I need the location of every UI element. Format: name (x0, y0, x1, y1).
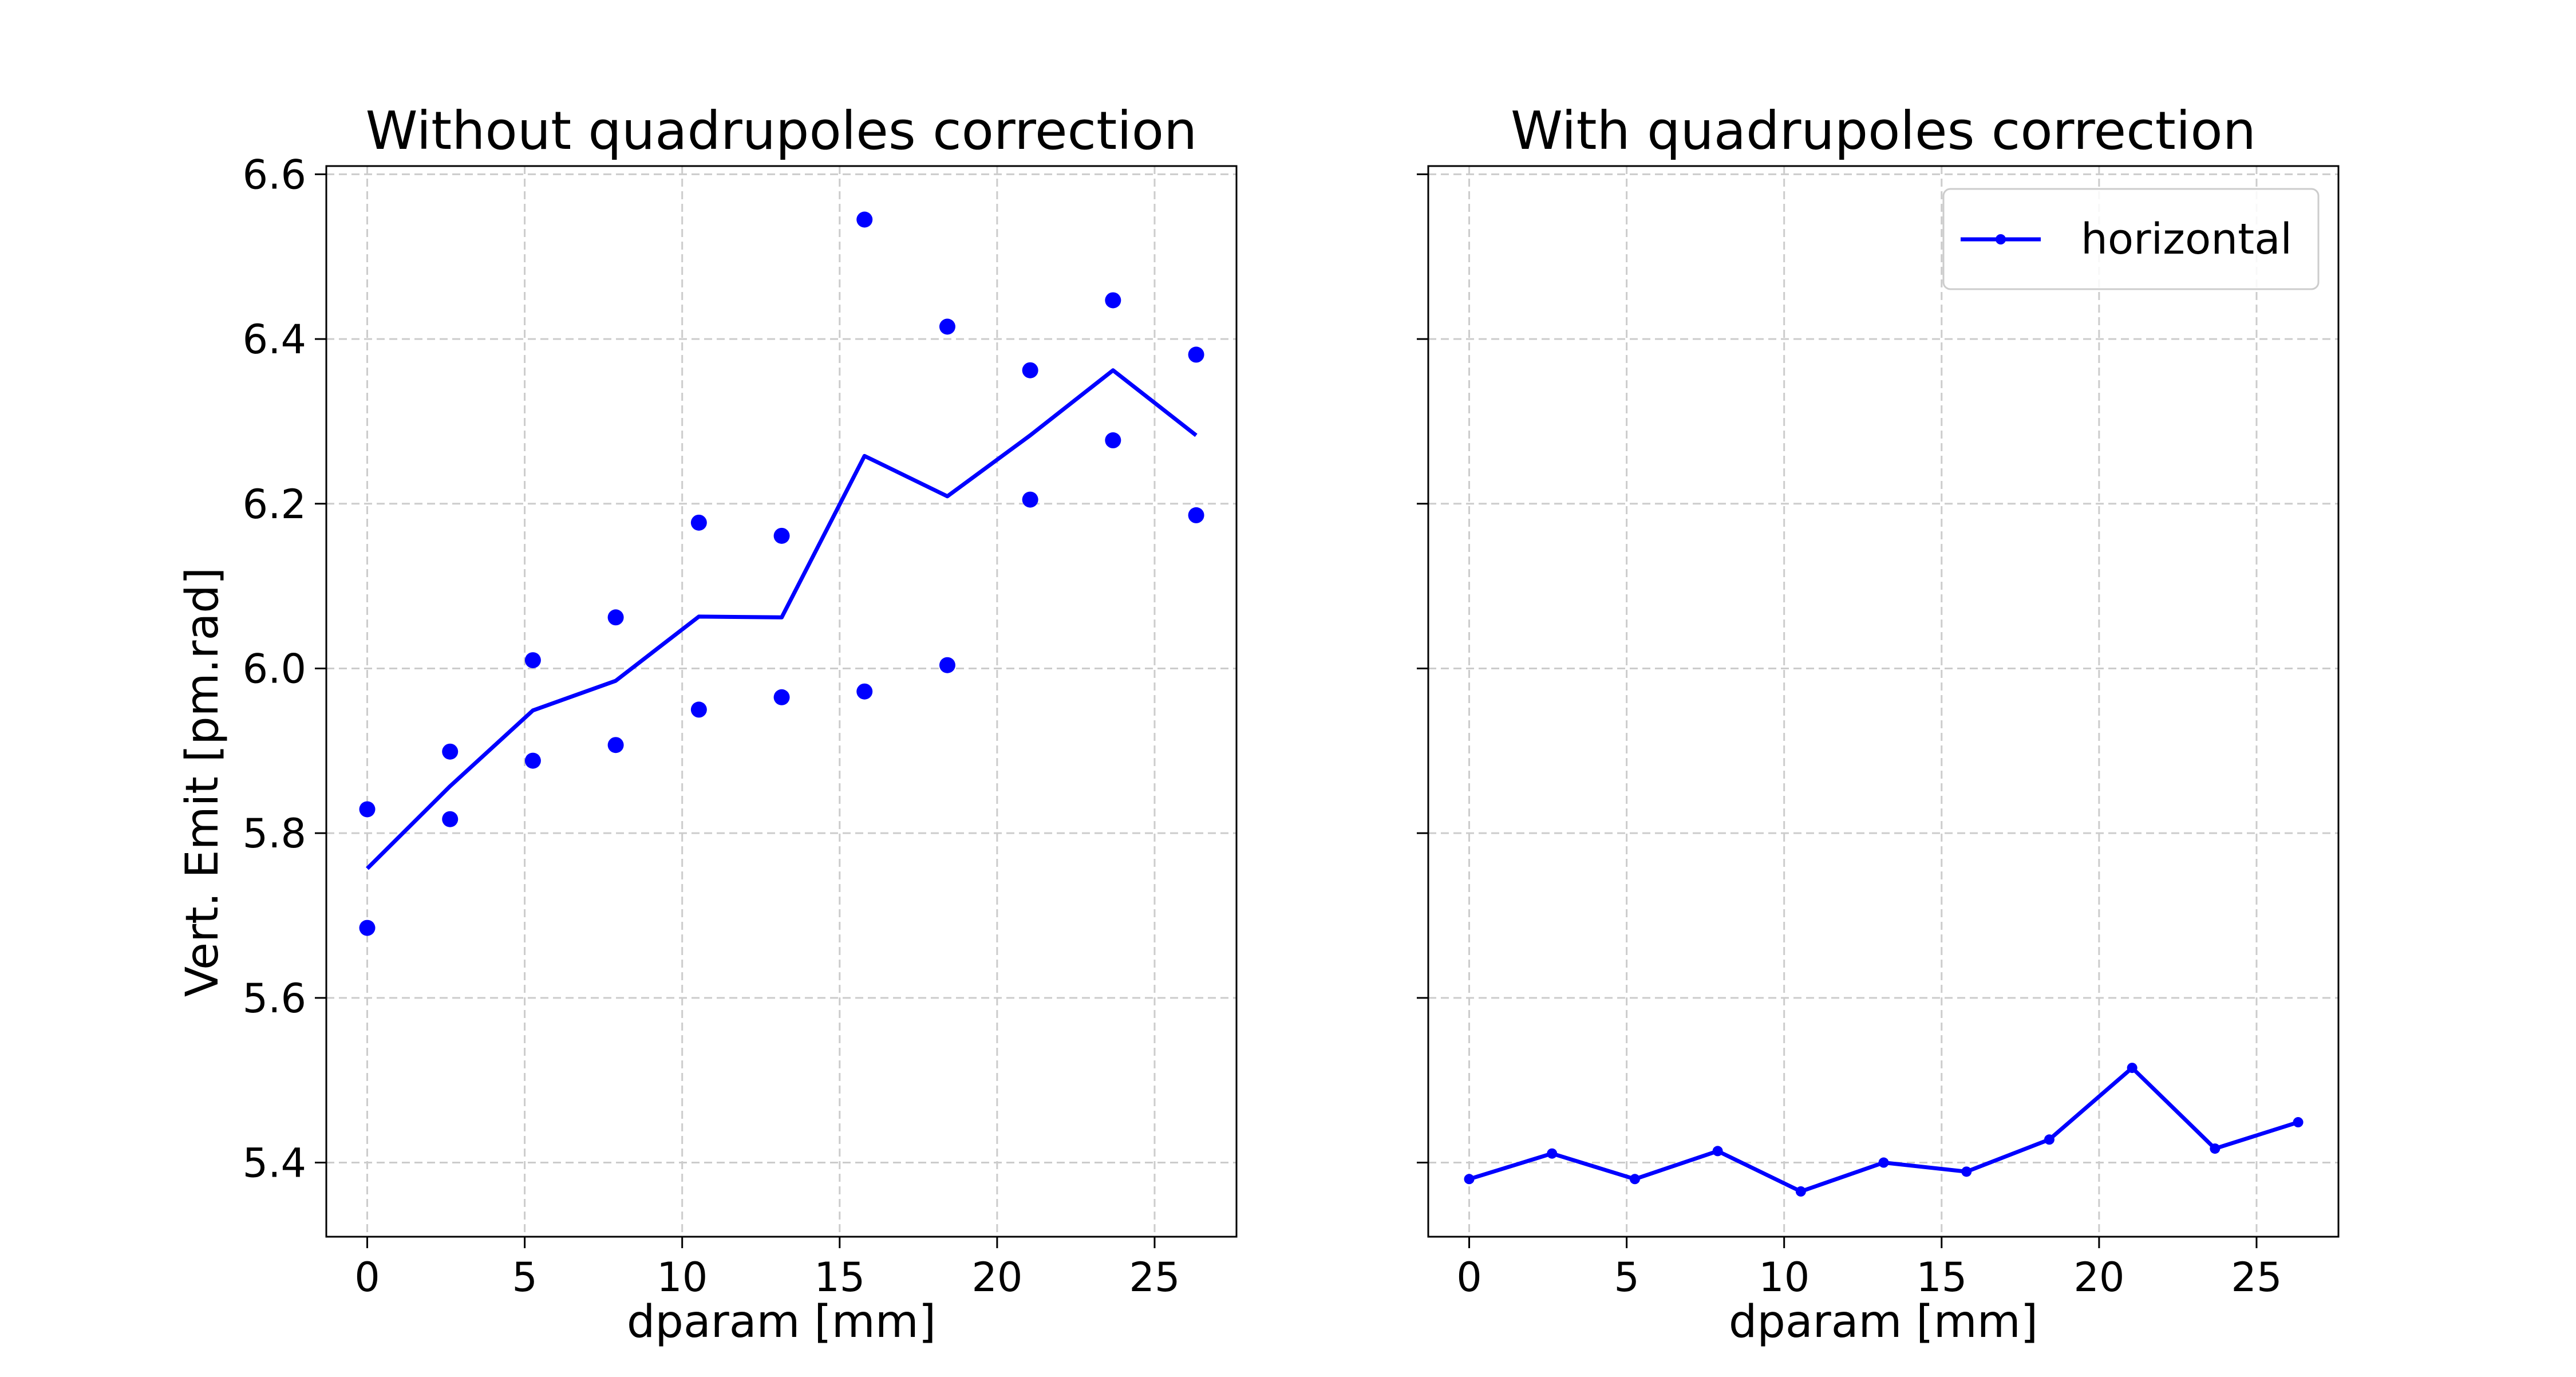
left-series-1-point (856, 211, 873, 228)
left-series-1-point (773, 527, 790, 544)
left-y-tick-label: 5.8 (243, 810, 306, 857)
left-series-2-point (1188, 507, 1204, 523)
left-panel: Without quadrupoles correction dparam [m… (177, 100, 1238, 1348)
right-series-0-point (2293, 1117, 2304, 1128)
left-x-tick-label: 5 (512, 1254, 538, 1301)
right-panel: With quadrupoles correction dparam [mm] … (1417, 100, 2340, 1348)
left-series-0-line (366, 368, 1198, 870)
right-legend-swatch-marker (1996, 234, 2006, 244)
left-series-1-point (442, 743, 459, 760)
right-x-tick-label: 20 (2073, 1254, 2124, 1301)
right-series-0-point (1547, 1148, 1558, 1159)
left-series-2-point (359, 920, 376, 936)
right-series-0-point (1629, 1174, 1640, 1185)
right-x-tick-label: 0 (1456, 1254, 1482, 1301)
left-x-tick-label: 15 (814, 1254, 865, 1301)
left-series-1-point (359, 801, 376, 818)
left-series-2-point (690, 701, 707, 718)
left-x-tick-label: 10 (657, 1254, 708, 1301)
right-x-tick-label: 5 (1614, 1254, 1639, 1301)
left-series-2-point (856, 683, 873, 700)
left-series-1-point (524, 652, 541, 669)
right-series-0-point (1878, 1157, 1889, 1168)
left-series-1-point (1188, 346, 1204, 363)
left-y-tick-label: 6.4 (243, 316, 306, 363)
left-series-2-point (939, 657, 955, 673)
right-legend-label: horizontal (2081, 215, 2292, 264)
left-series-2-point (1022, 491, 1038, 508)
right-x-tick-label: 25 (2231, 1254, 2282, 1301)
left-series-2-point (1105, 432, 1121, 449)
left-y-tick-label: 6.6 (243, 151, 306, 198)
left-x-tick-label: 25 (1129, 1254, 1180, 1301)
right-series-0-point (2127, 1063, 2138, 1074)
right-series-0-point (1464, 1174, 1475, 1185)
right-chart-title: With quadrupoles correction (1511, 100, 2256, 161)
right-legend-box (1942, 188, 2320, 290)
left-series-1-point (1022, 362, 1038, 378)
left-x-axis-label: dparam [mm] (627, 1296, 936, 1348)
right-series-0-point (1795, 1186, 1806, 1197)
right-series-0-point (1961, 1166, 1972, 1177)
right-series-0-point (2044, 1134, 2055, 1145)
right-series-0-point (1712, 1146, 1723, 1157)
left-series-1-point (690, 514, 707, 531)
left-series-2-point (607, 737, 624, 753)
right-axes-frame (1427, 165, 2340, 1238)
left-series-1-point (939, 318, 955, 335)
left-series-2-point (773, 689, 790, 705)
right-x-tick-label: 15 (1916, 1254, 1967, 1301)
left-x-tick-label: 0 (354, 1254, 380, 1301)
right-series-0-point (2210, 1143, 2221, 1154)
left-y-tick-label: 5.4 (243, 1140, 306, 1187)
right-series-0-line (1468, 1066, 2299, 1194)
left-series-1-point (1105, 292, 1121, 309)
left-y-tick-label: 6.2 (243, 481, 306, 528)
left-y-axis-label: Vert. Emit [pm.rad] (177, 567, 228, 997)
left-series-2-point (442, 811, 459, 827)
left-x-tick-label: 20 (971, 1254, 1022, 1301)
left-axes-frame (325, 165, 1238, 1238)
right-x-axis-label: dparam [mm] (1729, 1296, 2038, 1348)
left-y-tick-label: 6.0 (243, 645, 306, 692)
left-y-tick-label: 5.6 (243, 975, 306, 1022)
left-series-2-point (524, 752, 541, 769)
left-chart-title: Without quadrupoles correction (366, 100, 1198, 161)
right-x-tick-label: 10 (1759, 1254, 1809, 1301)
left-series-1-point (607, 609, 624, 626)
